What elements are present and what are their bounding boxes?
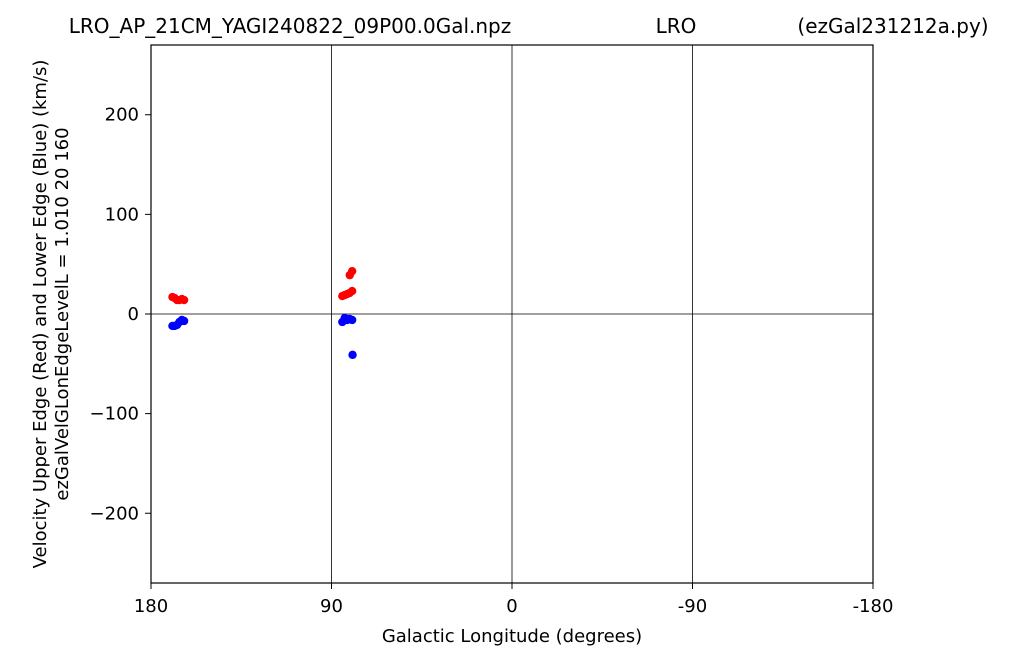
scatter-points: [168, 266, 357, 360]
upper-edge-point: [179, 295, 189, 305]
grid-lines: [151, 45, 873, 583]
y-axis-label-line1: Velocity Upper Edge (Red) and Lower Edge…: [30, 60, 51, 569]
x-tick-label: 180: [134, 596, 168, 617]
y-tick-label: 200: [105, 105, 139, 126]
x-tick-label: 0: [506, 596, 517, 617]
lower-edge-point: [347, 315, 357, 325]
chart-title-center: LRO: [656, 14, 697, 38]
y-tick-label: 100: [105, 204, 139, 225]
x-tick-label: -90: [678, 596, 707, 617]
axis-ticks: 180 90 0 -90 -180 200 100 0 −100 −200: [90, 105, 894, 617]
upper-edge-point: [347, 266, 357, 276]
x-tick-label: 90: [320, 596, 343, 617]
chart-title-right: (ezGal231212a.py): [797, 14, 988, 38]
x-axis-label: Galactic Longitude (degrees): [382, 626, 642, 647]
lower-edge-point: [348, 350, 357, 360]
y-tick-label: −100: [90, 404, 139, 425]
x-tick-label: -180: [853, 596, 894, 617]
y-tick-label: 0: [128, 304, 139, 325]
chart-title-left: LRO_AP_21CM_YAGI240822_09P00.0Gal.npz: [69, 14, 512, 38]
y-tick-label: −200: [90, 503, 139, 524]
lower-edge-point: [179, 316, 189, 326]
y-axis-label-line2: ezGalVelGLonEdgeLevelL = 1.010 20 160: [52, 127, 73, 500]
upper-edge-point: [347, 286, 357, 296]
